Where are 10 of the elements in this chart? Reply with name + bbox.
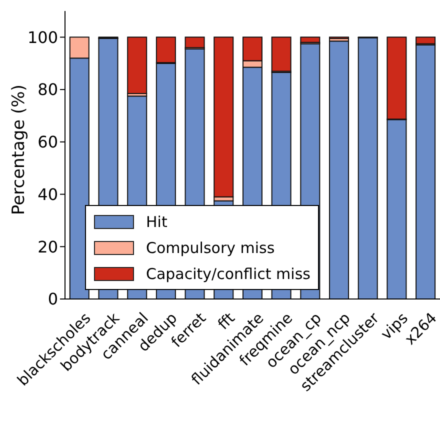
legend-label: Hit [146, 213, 168, 231]
y-tick-label: 20 [38, 237, 58, 256]
legend-label: Capacity/conflict miss [146, 265, 310, 283]
y-axis-title: Percentage (%) [9, 84, 30, 215]
y-tick-label: 100 [27, 28, 58, 47]
y-tick-label: 60 [38, 132, 58, 152]
legend-label: Compulsory miss [146, 239, 275, 257]
y-tick-label: 40 [38, 184, 58, 204]
y-tick-label: 80 [38, 80, 58, 100]
y-tick-label: 0 [48, 290, 58, 309]
